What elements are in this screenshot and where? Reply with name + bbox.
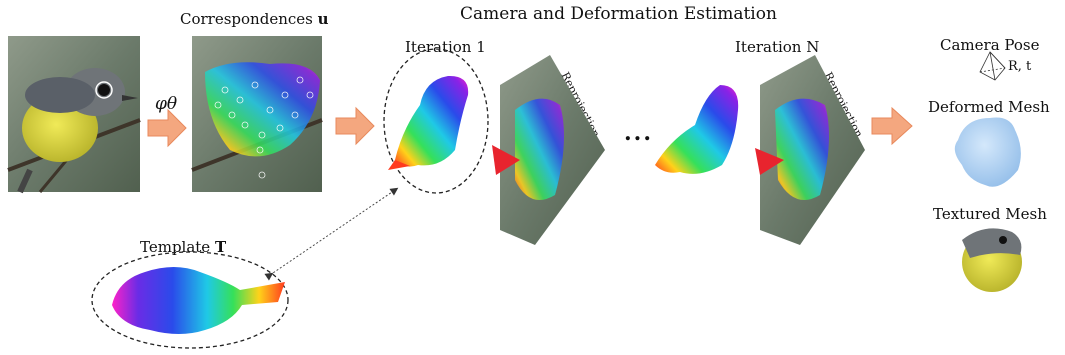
camera-pose-label: Camera Pose [940,36,1040,54]
input-photo [7,36,141,194]
deformed-mesh-label: Deformed Mesh [928,98,1050,116]
ellipsis: ... [624,120,653,146]
correspondences-text: Correspondences [180,10,313,28]
iteration-n-reprojection-plane [755,55,865,245]
arrow-3 [871,106,913,146]
template-connector [264,187,399,281]
correspondences-label: Correspondences u [180,12,329,27]
template-ellipse [91,251,289,349]
template-mesh [112,267,285,334]
diagram-title: Camera and Deformation Estimation [460,4,777,24]
template-symbol: T [214,238,227,256]
template-text: Template [140,238,211,256]
template-label: Template T [140,240,226,255]
correspondences-symbol: u [317,10,329,28]
iteration-1-ellipse [383,48,489,194]
textured-mesh-label: Textured Mesh [933,205,1047,223]
correspondences-photo [191,36,323,192]
deformed-mesh [954,117,1021,187]
camera-pose-params: R, t [1008,59,1032,74]
camera-pose-icon [979,51,1006,81]
iteration-1-mesh [388,75,469,170]
phi-theta-label: φθ [155,94,178,114]
textured-mesh [962,228,1022,292]
iteration-1-reprojection-plane [492,55,605,245]
arrow-1 [147,108,187,148]
iteration-n-mesh [655,85,739,174]
iteration-n-label: Iteration N [735,38,820,56]
arrow-2 [335,106,375,146]
